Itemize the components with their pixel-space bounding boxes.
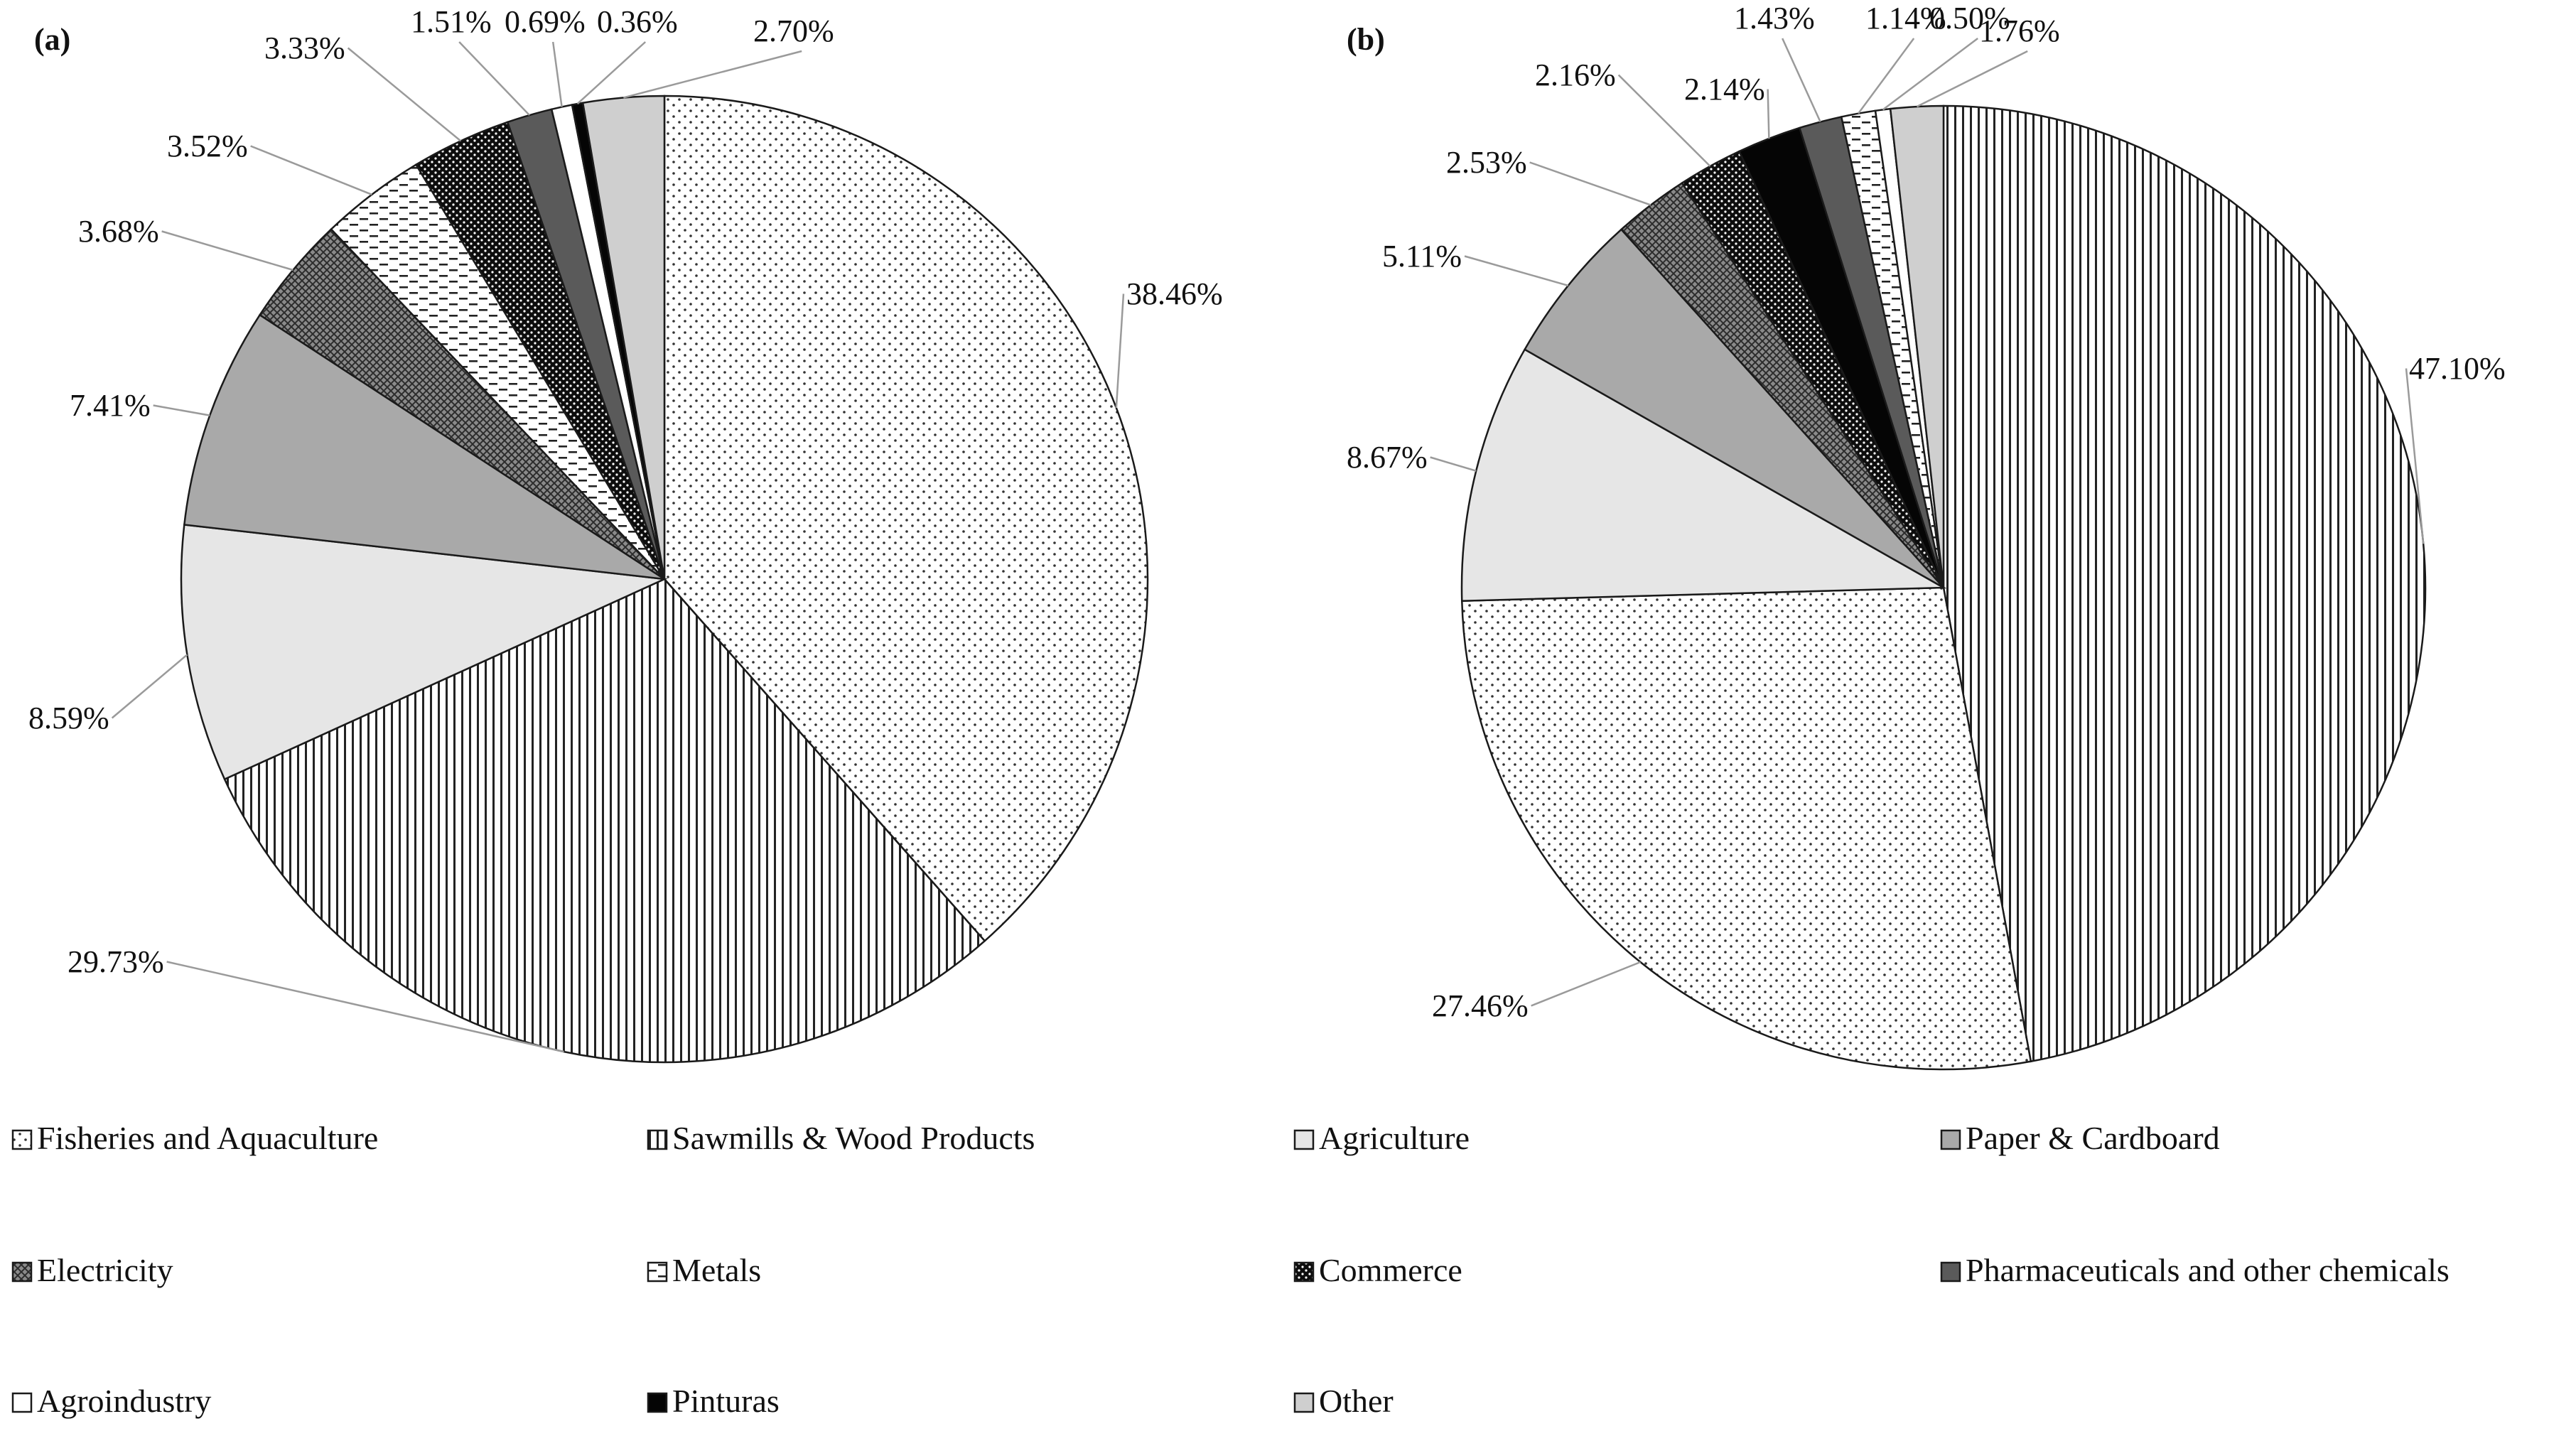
pie-label-a-pharmaceuticals-and-other-chemicals: 1.51% (411, 4, 492, 39)
legend-swatch-electricity (11, 1261, 33, 1283)
legend-item-paper-and-cardboard: Paper & Cardboard (1940, 1120, 2220, 1156)
pie-label-a-other: 2.70% (753, 14, 834, 48)
legend-swatch-fisheries-and-aquaculture (11, 1129, 33, 1150)
leader-line-a-pharmaceuticals-and-other-chemicals (458, 41, 530, 116)
pie-slice-a-paper-and-cardboard (183, 313, 665, 581)
pie-label-b-fisheries-and-aquaculture: 27.46% (1432, 988, 1529, 1023)
pie-label-b-agriculture: 8.67% (1347, 440, 1428, 475)
leader-line-a-paper-and-cardboard (153, 404, 210, 416)
pie-slice-a-agriculture (180, 524, 668, 781)
leader-line-a-electricity (161, 230, 293, 271)
pie-label-a-agriculture: 8.59% (28, 701, 109, 735)
pie-label-b-sawmills-and-wood-products: 47.10% (2409, 351, 2506, 386)
panel-label-a: (a) (34, 22, 70, 57)
legend-swatch-paper-and-cardboard (1940, 1129, 1961, 1150)
leader-line-b-sawmills-and-wood-products (2405, 368, 2425, 544)
leader-line-a-fisheries-and-aquaculture (1115, 293, 1125, 409)
pie-label-a-electricity: 3.68% (78, 214, 159, 249)
legend-item-metals: Metals (647, 1252, 761, 1288)
leader-line-b-electricity (1529, 161, 1651, 206)
leader-line-b-agroindustry (1882, 38, 1978, 111)
leader-line-a-agroindustry (551, 41, 563, 107)
legend-swatch-pinturas (647, 1392, 668, 1413)
legend-item-sawmills-and-wood-products: Sawmills & Wood Products (647, 1120, 1035, 1156)
leader-line-b-pharmaceuticals-and-other-chemicals (1782, 38, 1821, 123)
legend-swatch-metals (647, 1261, 668, 1283)
legend-item-commerce: Commerce (1293, 1252, 1462, 1288)
legend-label-sawmills-and-wood-products: Sawmills & Wood Products (672, 1120, 1035, 1156)
pie-label-b-pharmaceuticals-and-other-chemicals: 1.43% (1734, 1, 1815, 36)
pie-label-a-sawmills-and-wood-products: 29.73% (68, 944, 164, 979)
legend-item-pharmaceuticals-and-other-chemicals: Pharmaceuticals and other chemicals (1940, 1252, 2450, 1288)
pie-slice-b-fisheries-and-aquaculture (1460, 586, 2032, 1071)
legend-item-fisheries-and-aquaculture: Fisheries and Aquaculture (11, 1120, 378, 1156)
leader-line-a-agriculture (111, 654, 188, 719)
leader-line-b-paper-and-cardboard (1464, 255, 1569, 287)
leader-line-a-metals (250, 145, 372, 196)
leader-line-b-pinturas (1767, 89, 1770, 139)
pie-slice-b-sawmills-and-wood-products (1942, 104, 2427, 1063)
pie-label-b-electricity: 2.53% (1446, 145, 1527, 180)
pie-label-a-agroindustry: 0.69% (505, 4, 586, 39)
pie-label-a-fisheries-and-aquaculture: 38.46% (1126, 276, 1223, 311)
pie-label-b-other: 1.76% (1979, 14, 2060, 48)
legend-label-agroindustry: Agroindustry (37, 1383, 211, 1419)
leader-line-a-pinturas (576, 41, 647, 105)
pie-slice-b-paper-and-cardboard (1523, 228, 1944, 589)
legend-item-pinturas: Pinturas (647, 1383, 780, 1419)
pie-chart-b: (b) 47.10% 27.46% 8.67% 5.11% 2.53% 2.16% 2.14… (1347, 1, 2506, 1071)
legend-label-electricity: Electricity (37, 1252, 173, 1288)
pie-label-b-commerce: 2.16% (1535, 58, 1616, 92)
pie-label-b-agroindustry: 0.50% (1929, 1, 2010, 36)
legend: Fisheries and Aquaculture Sawmills & Wood… (11, 1120, 2450, 1419)
pie-slice-b-agriculture (1460, 348, 1947, 603)
panel-label-b: (b) (1347, 22, 1385, 57)
legend-label-fisheries-and-aquaculture: Fisheries and Aquaculture (37, 1120, 378, 1156)
pie-label-b-paper-and-cardboard: 5.11% (1382, 239, 1462, 274)
legend-item-agriculture: Agriculture (1293, 1120, 1470, 1156)
leader-line-b-metals (1858, 38, 1915, 114)
pie-label-a-paper-and-cardboard: 7.41% (70, 388, 151, 423)
legend-label-paper-and-cardboard: Paper & Cardboard (1966, 1120, 2220, 1156)
legend-swatch-commerce (1293, 1261, 1315, 1283)
legend-swatch-pharmaceuticals-and-other-chemicals (1940, 1261, 1961, 1283)
legend-label-commerce: Commerce (1319, 1252, 1462, 1288)
legend-item-other: Other (1293, 1383, 1394, 1419)
legend-item-electricity: Electricity (11, 1252, 173, 1288)
legend-label-pharmaceuticals-and-other-chemicals: Pharmaceuticals and other chemicals (1966, 1252, 2450, 1288)
pie-label-a-pinturas: 0.36% (597, 4, 678, 39)
leader-line-a-sawmills-and-wood-products (166, 961, 564, 1053)
leader-line-b-fisheries-and-aquaculture (1531, 961, 1641, 1007)
pie-label-a-metals: 3.52% (167, 129, 248, 163)
leader-line-a-other (623, 50, 802, 99)
legend-item-agroindustry: Agroindustry (11, 1383, 211, 1419)
leader-line-b-commerce (1617, 74, 1711, 167)
leader-line-a-commerce (347, 47, 462, 142)
legend-swatch-agriculture (1293, 1129, 1315, 1150)
legend-swatch-other (1293, 1392, 1315, 1413)
legend-label-other: Other (1319, 1383, 1394, 1419)
legend-swatch-agroindustry (11, 1392, 33, 1413)
pie-label-b-metals: 1.14% (1865, 1, 1946, 36)
pie-label-a-commerce: 3.33% (264, 31, 345, 65)
legend-label-pinturas: Pinturas (672, 1383, 780, 1419)
pie-label-b-pinturas: 2.14% (1684, 72, 1765, 107)
leader-line-b-agriculture (1430, 456, 1477, 472)
legend-label-agriculture: Agriculture (1319, 1120, 1470, 1156)
leader-line-b-other (1916, 50, 2028, 108)
legend-label-metals: Metals (672, 1252, 761, 1288)
pie-chart-a: (a) 38.46% 29.73% 8.59% 7.41% 3.68% 3.52% 3.33… (28, 4, 1223, 1064)
legend-swatch-sawmills-and-wood-products (647, 1129, 668, 1150)
